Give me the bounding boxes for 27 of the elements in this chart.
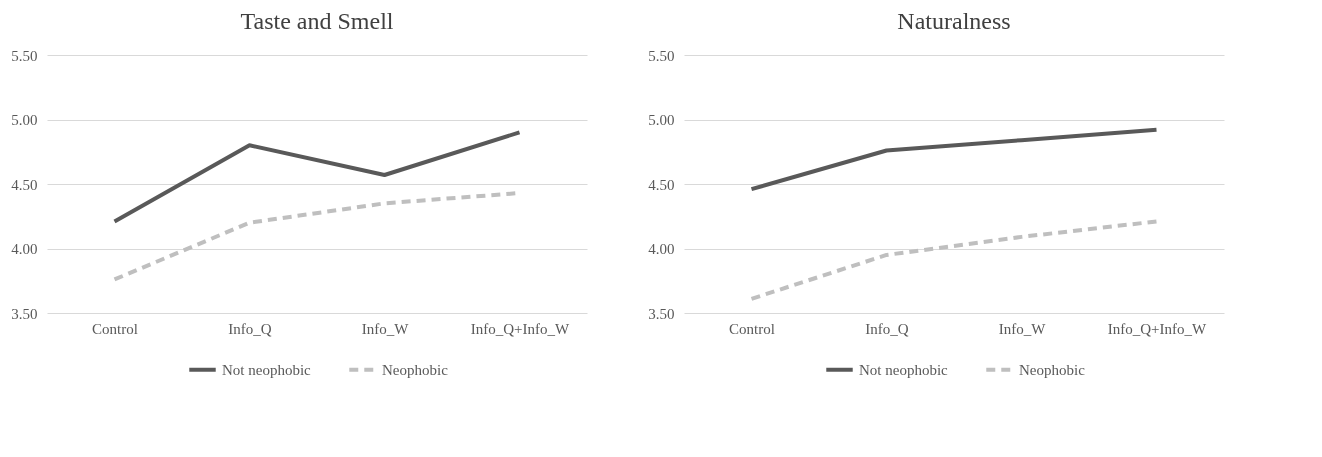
legend-label: Neophobic: [1019, 361, 1086, 378]
line-series: [749, 127, 1159, 192]
legend-label: Not neophobic: [222, 361, 312, 378]
x-tick-label: Info_Q: [228, 320, 272, 337]
x-tick-label: Control: [92, 320, 138, 337]
line-series: [749, 219, 1159, 301]
y-tick-label: 3.50: [11, 305, 38, 322]
x-tick-label: Info_W: [998, 320, 1047, 337]
y-tick-label: 4.50: [11, 176, 38, 193]
y-tick-label: 3.50: [648, 305, 675, 322]
y-tick-label: 5.50: [11, 47, 38, 64]
y-tick-label: 5.00: [11, 112, 38, 128]
y-tick-label: 4.50: [648, 176, 675, 193]
chart-title: Taste and Smell: [240, 8, 394, 34]
legend-label: Neophobic: [382, 361, 449, 378]
x-tick-label: Info_W: [361, 320, 410, 337]
x-tick-label: Info_Q: [865, 320, 909, 337]
legend-label: Not neophobic: [859, 361, 949, 378]
x-tick-label: Info_Q+Info_W: [470, 320, 571, 337]
chart-title: Naturalness: [897, 8, 1011, 34]
y-tick-label: 4.00: [11, 241, 38, 257]
y-tick-label: 5.50: [648, 47, 675, 64]
line-series: [112, 130, 522, 224]
x-tick-label: Control: [729, 320, 775, 337]
y-tick-label: 5.00: [648, 112, 675, 128]
x-tick-label: Info_Q+Info_W: [1107, 320, 1208, 337]
y-tick-label: 4.00: [648, 241, 675, 257]
